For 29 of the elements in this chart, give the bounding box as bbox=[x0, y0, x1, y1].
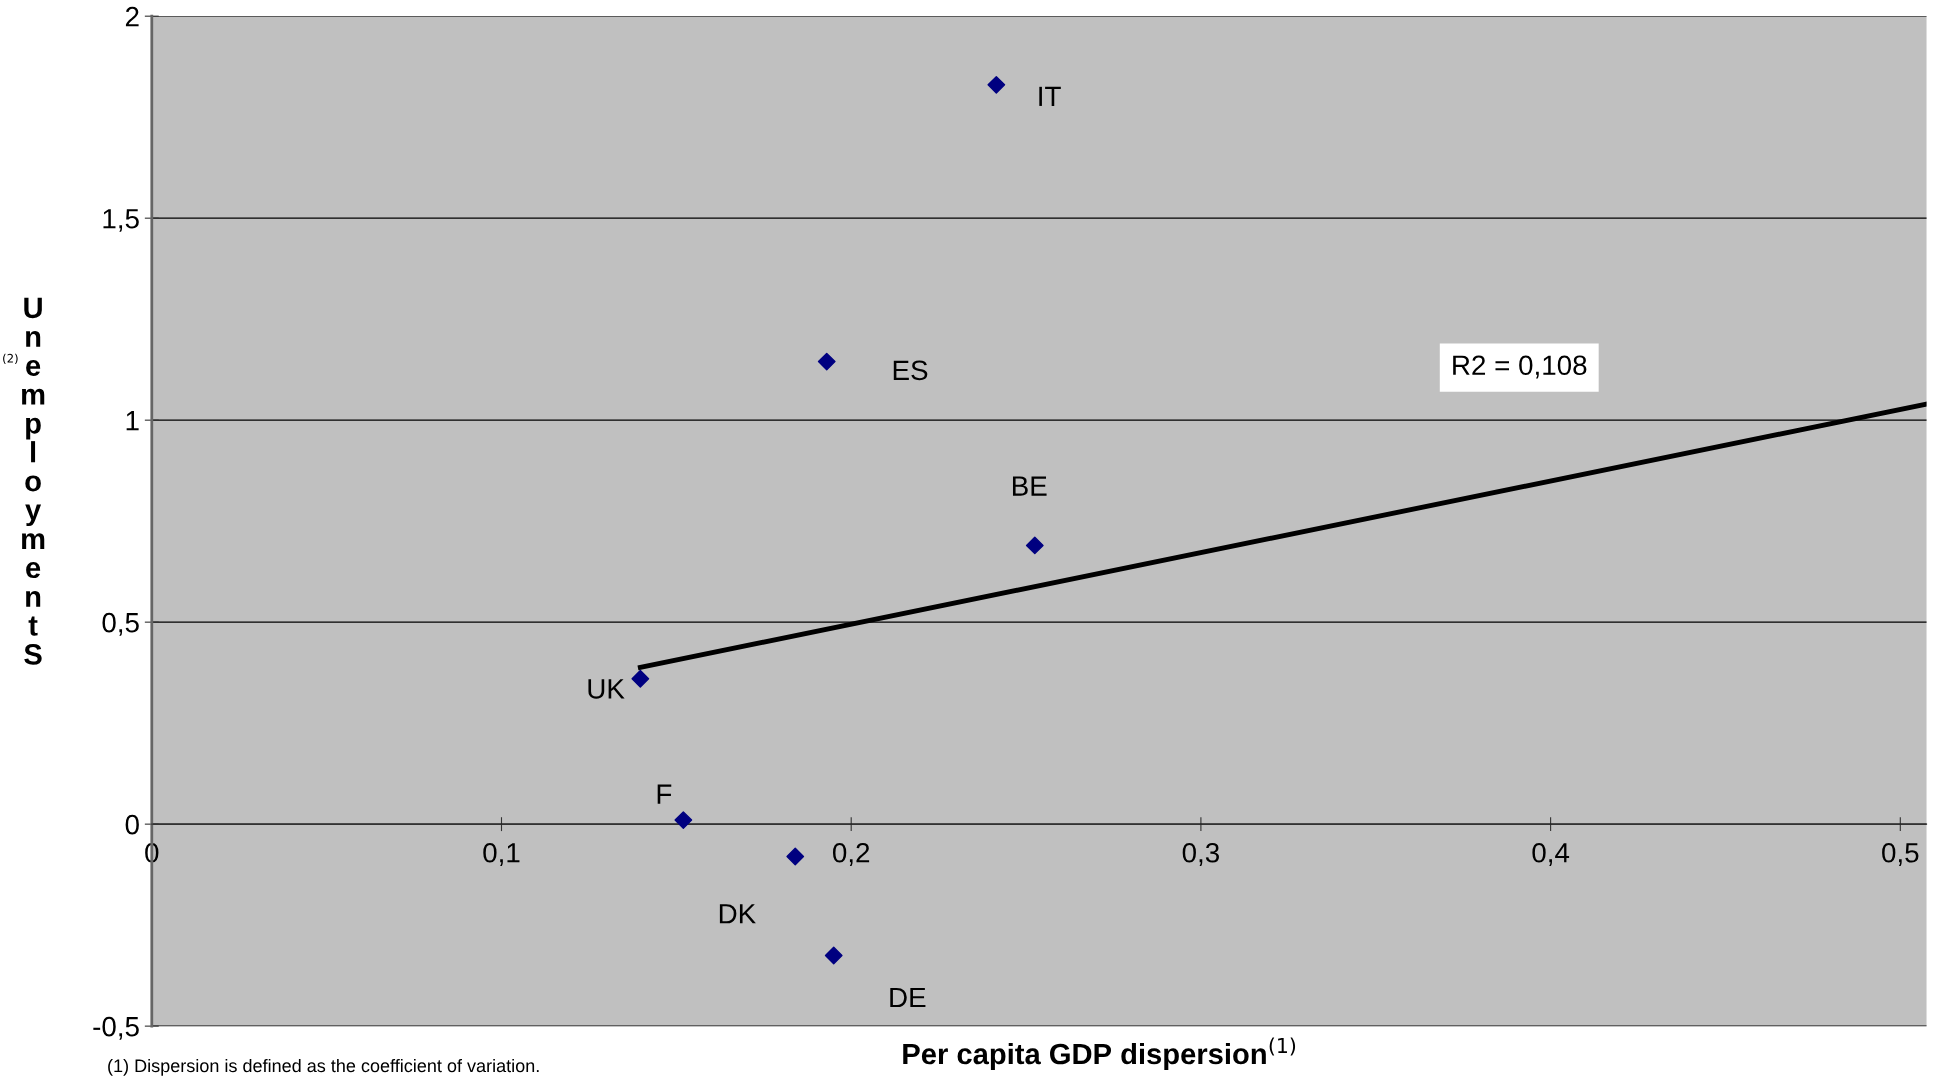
y-tick-label: 2 bbox=[125, 6, 139, 27]
annotation: F bbox=[657, 784, 672, 804]
annotation: DK bbox=[719, 904, 756, 924]
point bbox=[631, 669, 650, 688]
x-axis-title: Per capita GDP dispersion$^{(1)}$ bbox=[903, 1037, 1296, 1071]
point bbox=[824, 946, 843, 965]
annotation: ES bbox=[893, 360, 928, 381]
annotation: R2 = 0,108 bbox=[1453, 355, 1587, 379]
text: Unemployment S(2) bbox=[3, 297, 45, 665]
y-tick-label: -0,5 bbox=[93, 1016, 139, 1040]
x-tick-label: 0,4 bbox=[1532, 842, 1570, 866]
point bbox=[674, 811, 693, 830]
x-tick-label: 0,5 bbox=[1882, 842, 1919, 866]
x-tick-label: 0,1 bbox=[483, 842, 520, 866]
y-tick-label: 0 bbox=[125, 814, 139, 835]
point bbox=[786, 847, 805, 866]
annotation: BE bbox=[1012, 476, 1047, 496]
annotation: UK bbox=[588, 679, 625, 699]
annotation: DE bbox=[890, 987, 926, 1008]
annotation: IT bbox=[1039, 86, 1061, 106]
y-tick-label: 1 bbox=[126, 411, 139, 431]
x-tick-label: 0,2 bbox=[832, 842, 870, 866]
y-tick-label: 1,5 bbox=[103, 209, 139, 232]
y-tick-label: 0,5 bbox=[102, 612, 139, 636]
point bbox=[987, 75, 1006, 94]
x-tick-label: 0,3 bbox=[1182, 842, 1219, 866]
point bbox=[1025, 536, 1044, 555]
text: (1) Dispersion is defined as the coefficient of variation. bbox=[108, 1058, 539, 1076]
point bbox=[817, 352, 836, 371]
